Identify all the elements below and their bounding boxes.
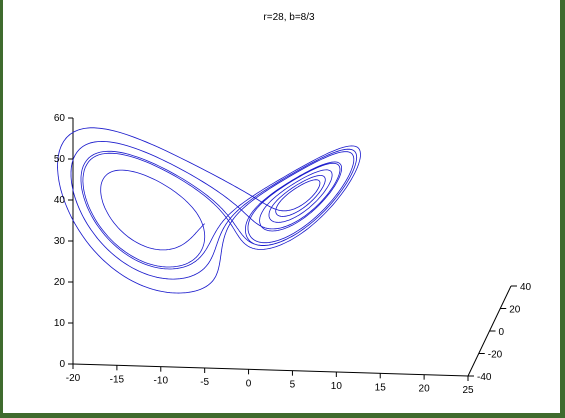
- x-axis-line: [72, 363, 469, 377]
- x-tick-label: 0: [246, 378, 252, 389]
- z-tick-label: 20: [54, 277, 66, 288]
- x-tick-label: -5: [200, 377, 209, 388]
- chart-title: r=28, b=8/3: [263, 12, 315, 23]
- y-tick-label: 40: [520, 282, 532, 293]
- x-tick-label: -10: [154, 376, 169, 387]
- y-tick-label: 20: [509, 305, 521, 316]
- x-tick-label: 25: [462, 385, 474, 396]
- z-tick-label: 30: [54, 236, 66, 247]
- y-tick-label: -40: [477, 372, 492, 383]
- y-tick-label: 0: [499, 327, 505, 338]
- x-tick-label: 5: [290, 380, 296, 391]
- x-tick-label: 15: [375, 382, 387, 393]
- x-tick-label: 20: [419, 384, 431, 395]
- z-tick-label: 50: [54, 154, 66, 165]
- figure-window: r=28, b=8/3 60 50 40 30 20 10 0 -20 -15 -10 -5 0 5 10…: [3, 0, 560, 413]
- z-tick-label: 0: [59, 359, 65, 370]
- attractor-curve-group: [57, 127, 361, 294]
- x-tick-label: 10: [331, 381, 343, 392]
- attractor-trajectory-line: [57, 127, 361, 294]
- y-tick-label: -20: [488, 350, 503, 361]
- z-tick-label: 60: [54, 113, 66, 124]
- z-tick-label: 40: [54, 195, 66, 206]
- x-tick-label: -20: [66, 373, 81, 384]
- x-tick-label: -15: [110, 374, 125, 385]
- z-tick-label: 10: [54, 318, 66, 329]
